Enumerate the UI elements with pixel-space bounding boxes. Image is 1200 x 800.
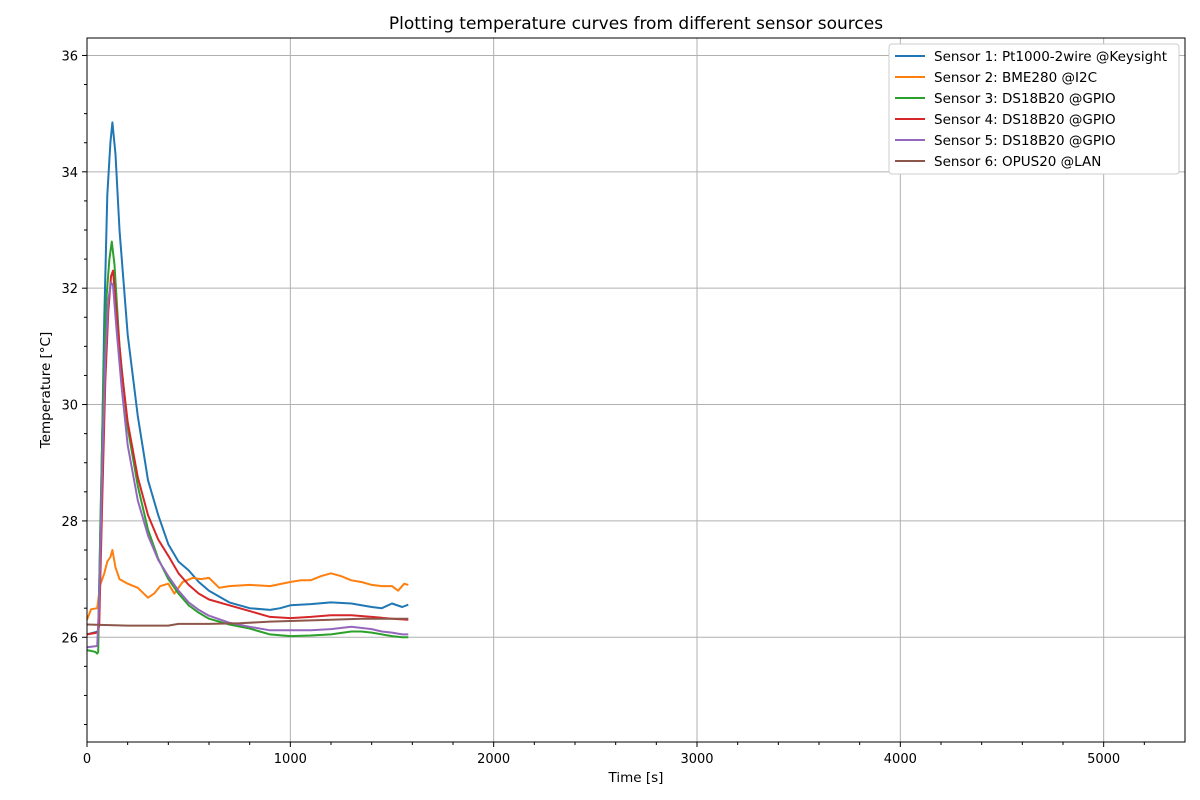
legend-label-sensor-5: Sensor 5: DS18B20 @GPIO bbox=[934, 133, 1116, 149]
legend-label-sensor-2: Sensor 2: BME280 @I2C bbox=[934, 70, 1097, 86]
chart-title: Plotting temperature curves from differe… bbox=[389, 14, 883, 34]
y-axis-label: Temperature [°C] bbox=[38, 332, 54, 450]
legend-label-sensor-4: Sensor 4: DS18B20 @GPIO bbox=[934, 112, 1116, 128]
series-line-sensor-6 bbox=[86, 617, 409, 627]
legend-label-sensor-3: Sensor 3: DS18B20 @GPIO bbox=[934, 91, 1116, 107]
plot-frame bbox=[86, 37, 1186, 743]
x-tick-label: 1000 bbox=[274, 752, 307, 767]
x-tick-label: 3000 bbox=[680, 752, 713, 767]
legend-box bbox=[888, 43, 1180, 175]
legend: Sensor 1: Pt1000-2wire @Keysight Sensor 2… bbox=[888, 43, 1180, 175]
y-tick-label: 28 bbox=[61, 515, 78, 530]
axis-ticks: 0 1000 2000 3000 4000 5000 26 28 30 32 34 36 bbox=[61, 49, 1145, 767]
x-tick-label: 0 bbox=[83, 752, 91, 767]
x-tick-label: 4000 bbox=[884, 752, 917, 767]
x-axis-label: Time [s] bbox=[608, 770, 664, 786]
y-tick-label: 26 bbox=[61, 631, 78, 646]
y-tick-label: 32 bbox=[61, 282, 78, 297]
y-tick-label: 36 bbox=[61, 49, 78, 64]
x-tick-label: 5000 bbox=[1087, 752, 1120, 767]
series-lines bbox=[86, 121, 409, 655]
series-line-sensor-5 bbox=[86, 281, 409, 649]
series-line-sensor-1 bbox=[86, 121, 409, 636]
legend-label-sensor-6: Sensor 6: OPUS20 @LAN bbox=[934, 154, 1101, 170]
y-tick-label: 30 bbox=[61, 399, 78, 414]
x-tick-label: 2000 bbox=[477, 752, 510, 767]
y-tick-label: 34 bbox=[61, 166, 78, 181]
legend-label-sensor-1: Sensor 1: Pt1000-2wire @Keysight bbox=[934, 49, 1167, 65]
series-line-sensor-2 bbox=[86, 549, 409, 621]
